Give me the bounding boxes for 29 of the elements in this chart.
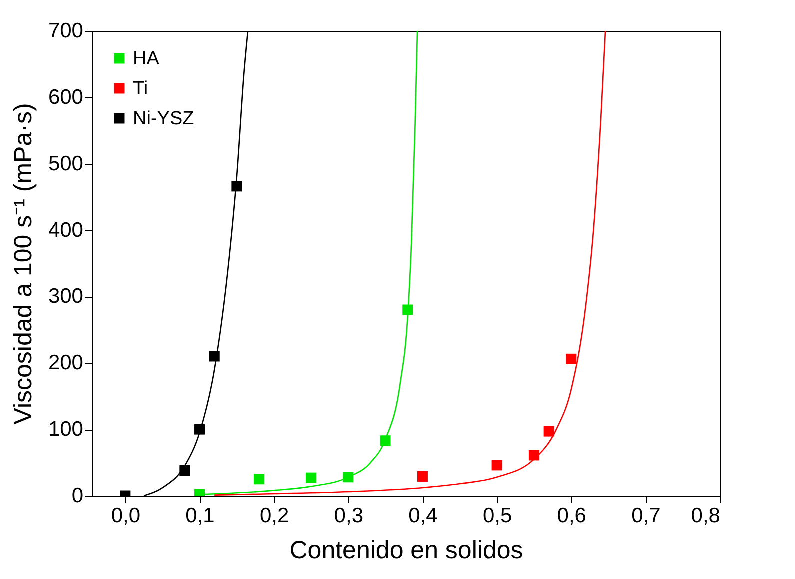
x-tick-label: 0,7 [632,504,661,528]
x-axis-title: Contenido en solidos [290,536,524,564]
x-tick-label: 0,5 [482,504,512,528]
y-tick-label: 100 [48,418,84,442]
point [254,474,264,485]
y-tick-label: 500 [48,152,84,176]
y-tick-label: 600 [48,86,84,109]
y-tick-label: 400 [48,218,84,242]
x-tick-label: 0,1 [186,504,215,528]
line-series [214,31,606,496]
point [566,354,577,364]
legend-label: HA [133,48,160,70]
y-axis-title: Viscosidad a 100 s⁻¹ (mPa·s) [9,103,38,425]
y-tick-label: 200 [48,352,84,375]
x-tick-label: 0,6 [557,504,586,528]
x-tick-label: 0,3 [334,504,364,528]
point [417,471,428,482]
legend-label: Ni-YSZ [133,108,195,130]
y-tick-label: 700 [48,20,84,42]
x-tick-label: 0,0 [111,504,141,528]
point [306,472,316,484]
x-tick-label: 0,4 [408,504,438,528]
y-tick-label: 0 [72,484,84,508]
y-tick-label: 300 [48,285,84,308]
legend-label: Ti [133,78,148,100]
point [492,460,502,471]
x-tick-label: 0,8 [691,504,720,528]
x-tick-label: 0,2 [260,504,290,528]
point [544,426,554,437]
